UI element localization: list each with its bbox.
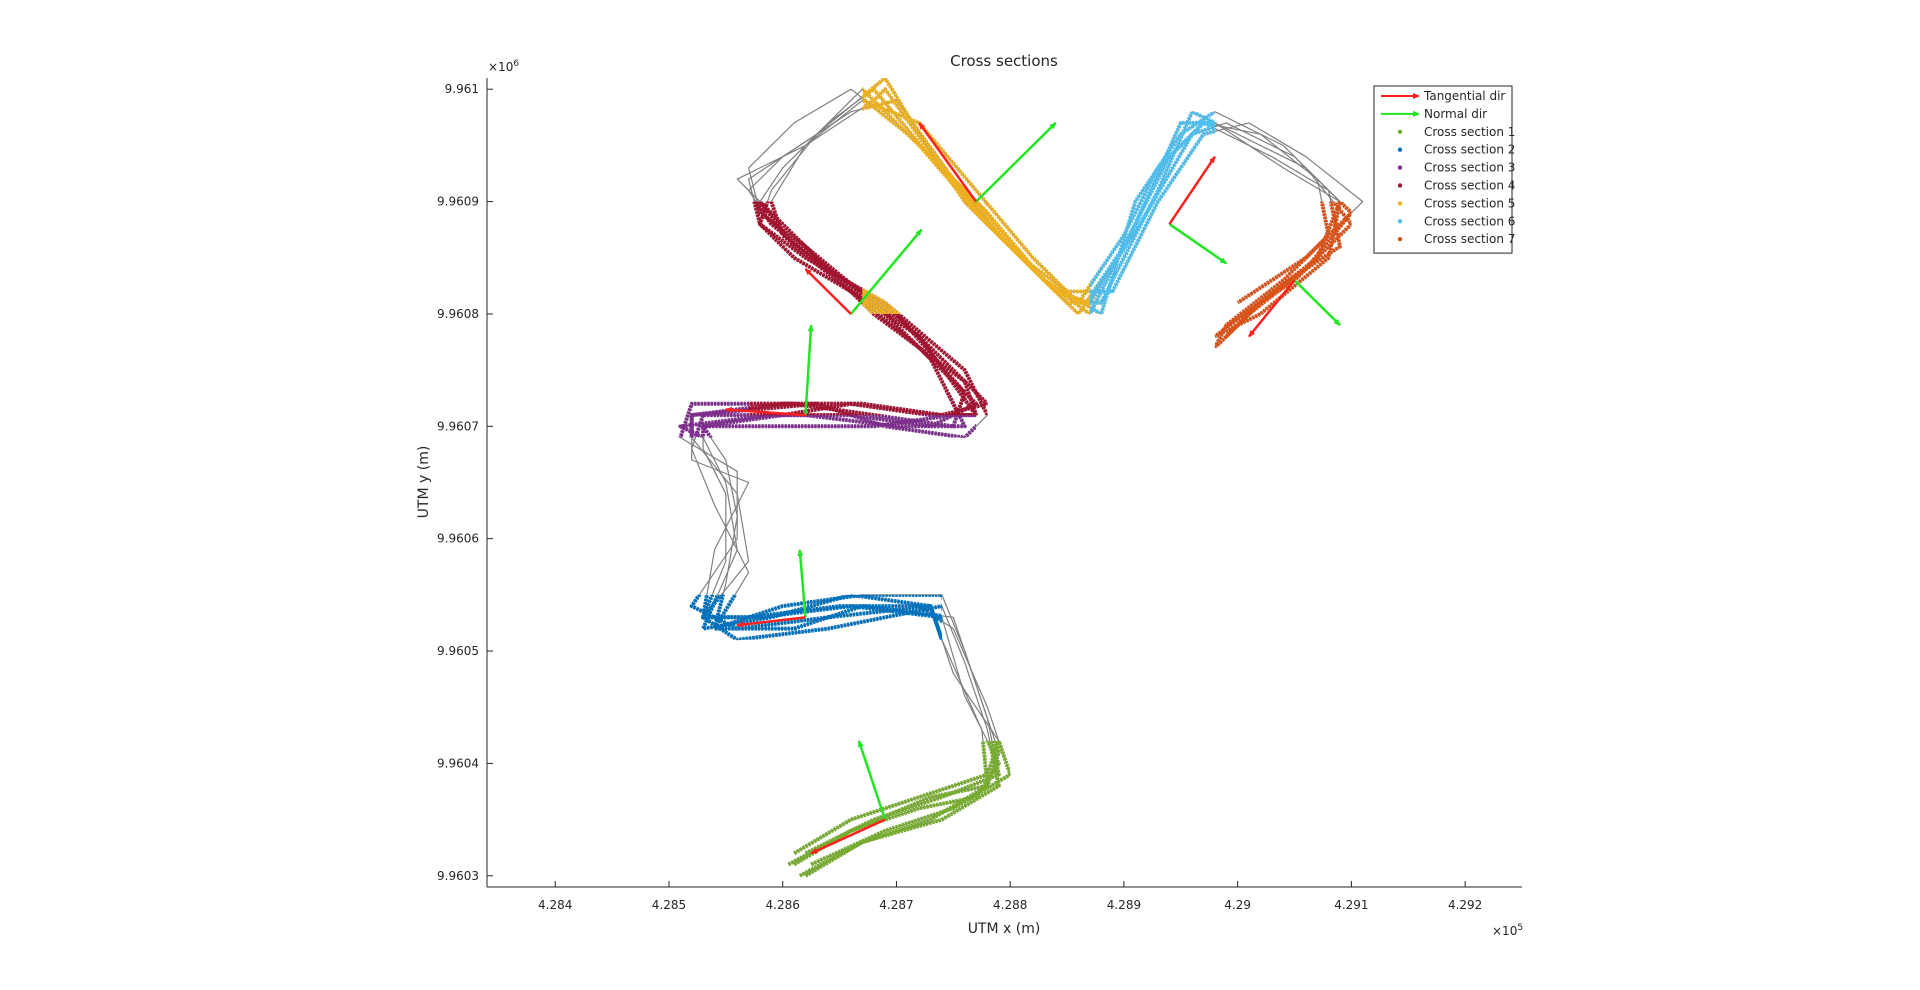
y-tick-label: 9.961 — [445, 82, 479, 96]
legend-label: Cross section 3 — [1424, 161, 1515, 175]
y-axis-label: UTM y (m) — [416, 446, 432, 519]
legend-label: Tangential dir — [1423, 89, 1505, 103]
cross-section-points — [748, 201, 988, 416]
x-tick-label: 4.286 — [766, 898, 800, 912]
legend-label: Cross section 1 — [1424, 125, 1515, 139]
cross-section-4-series — [748, 201, 988, 416]
tangential-direction-arrow — [918, 122, 978, 203]
normal-direction-arrow — [849, 228, 923, 315]
chart-title: Cross sections — [950, 52, 1058, 70]
tangential-direction-arrow — [1168, 155, 1216, 225]
cross-section-layer — [678, 78, 1352, 878]
y-tick-label: 9.9605 — [437, 644, 479, 658]
y-ticks: 9.9603 9.9604 9.9605 9.9606 9.9607 9.9608 9.96… — [437, 82, 493, 883]
tangential-direction-arrow — [810, 818, 886, 855]
cross-section-points — [748, 201, 988, 416]
legend-label: Cross section 4 — [1424, 179, 1515, 193]
normal-direction-arrow — [1168, 223, 1228, 265]
legend-label: Cross section 7 — [1424, 232, 1515, 246]
x-axis-label: UTM x (m) — [968, 921, 1041, 937]
tangential-direction-arrow — [724, 406, 806, 417]
cross-section-2-series — [689, 594, 942, 640]
x-tick-label: 4.285 — [652, 898, 686, 912]
normal-direction-arrow — [975, 122, 1057, 203]
legend-swatch-dot — [1397, 147, 1403, 152]
y-tick-label: 9.9609 — [437, 195, 479, 209]
legend: Tangential dir Normal dir Cross section 1 C… — [1373, 85, 1515, 254]
normal-direction-arrow — [797, 548, 807, 618]
normal-direction-arrow — [857, 739, 887, 820]
cross-section-6-series — [1089, 111, 1215, 314]
x-tick-label: 4.29 — [1224, 898, 1251, 912]
y-tick-label: 9.9607 — [437, 419, 479, 433]
y-tick-label: 9.9604 — [437, 756, 479, 770]
cross-section-points — [701, 594, 942, 640]
legend-label: Cross section 2 — [1424, 143, 1515, 157]
x-exponent-label: ×105 — [1492, 923, 1523, 938]
cross-section-points — [757, 201, 988, 416]
tangential-direction-arrow — [736, 616, 806, 628]
axes — [486, 78, 1522, 888]
x-tick-label: 4.289 — [1107, 898, 1141, 912]
cross-section-points — [1089, 111, 1215, 314]
legend-label: Cross section 6 — [1424, 214, 1515, 228]
legend-label: Normal dir — [1424, 107, 1487, 121]
x-tick-label: 4.287 — [879, 898, 913, 912]
legend-swatch-dot — [1397, 237, 1403, 242]
x-tick-label: 4.288 — [993, 898, 1027, 912]
tangential-direction-arrow — [1248, 279, 1296, 338]
legend-swatch-dot — [1397, 165, 1403, 170]
y-tick-label: 9.9606 — [437, 532, 479, 546]
cross-section-points — [748, 201, 988, 416]
normal-direction-arrow — [804, 324, 814, 416]
legend-swatch-dot — [1397, 183, 1403, 188]
cross-section-points — [701, 594, 942, 640]
direction-arrow-layer — [724, 122, 1341, 855]
y-tick-label: 9.9608 — [437, 307, 479, 321]
cross-section-points — [1089, 120, 1215, 290]
y-tick-label: 9.9603 — [437, 869, 479, 883]
legend-swatch-dot — [1397, 201, 1403, 206]
legend-swatch-dot — [1397, 219, 1403, 224]
tangential-direction-arrow — [804, 268, 852, 315]
x-tick-label: 4.284 — [538, 898, 572, 912]
normal-direction-arrow — [1293, 279, 1341, 327]
x-tick-label: 4.291 — [1334, 898, 1368, 912]
cross-section-points — [748, 201, 988, 416]
legend-swatch-dot — [1397, 129, 1403, 134]
x-tick-label: 4.292 — [1448, 898, 1482, 912]
cross-section-points — [1089, 129, 1215, 294]
y-exponent-label: ×106 — [488, 59, 519, 74]
cross-section-points — [701, 594, 942, 624]
legend-label: Cross section 5 — [1424, 196, 1515, 210]
plot-area — [487, 78, 1522, 887]
x-ticks: 4.284 4.285 4.286 4.287 4.288 4.289 4.29 4.291 4… — [538, 881, 1482, 912]
cross-section-points — [1089, 120, 1215, 314]
